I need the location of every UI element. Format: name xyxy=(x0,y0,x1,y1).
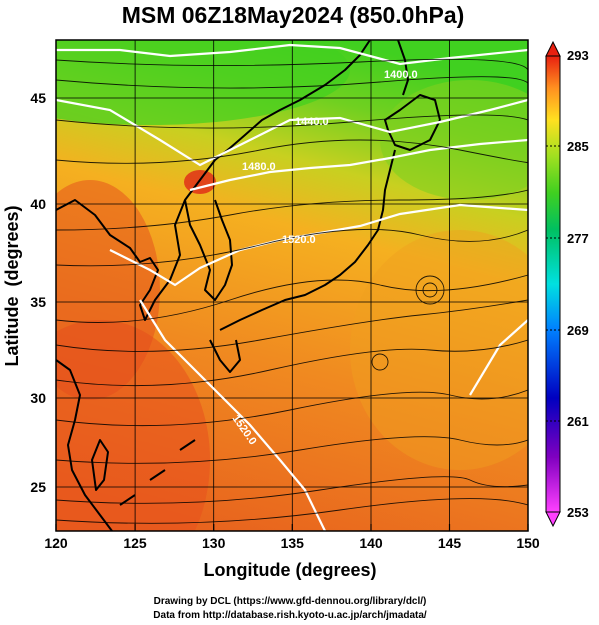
x-tick-label: 120 xyxy=(44,535,68,551)
coastline-taiwan xyxy=(91,439,109,491)
credit-data-source: Data from http://database.rish.kyoto-u.a… xyxy=(153,610,427,621)
coastline-japan-kyushu xyxy=(209,339,241,373)
lat-lon-grid xyxy=(56,40,528,531)
colorbar-label: 277 xyxy=(567,231,589,246)
x-tick-label: 130 xyxy=(202,535,226,551)
coastline-korea xyxy=(184,199,233,301)
x-axis xyxy=(55,524,529,531)
x-tick-label: 135 xyxy=(281,535,305,551)
streamline xyxy=(56,76,528,89)
vortex-east-of-japan xyxy=(415,275,445,305)
contour-label-1520: 1520.0 xyxy=(282,234,316,246)
colorbar-label: 269 xyxy=(567,323,589,338)
streamline xyxy=(56,436,528,464)
y-tick-label: 25 xyxy=(30,479,46,495)
y-tick-label: 30 xyxy=(30,390,46,406)
y-axis-label: Latitude (degrees) xyxy=(2,205,22,366)
contour-1480 xyxy=(189,138,528,192)
colorbar-label: 253 xyxy=(567,505,589,520)
coastline-japan-honshu xyxy=(219,149,396,331)
colorbar: 293 285 277 269 261 253 xyxy=(545,40,589,528)
contour-1520-b xyxy=(139,299,326,531)
x-tick-label: 140 xyxy=(359,535,383,551)
contour-1440 xyxy=(56,98,528,167)
streamline xyxy=(56,299,528,352)
streamline xyxy=(56,274,528,323)
x-tick-label: 145 xyxy=(438,535,462,551)
y-tick-label: 35 xyxy=(30,294,46,310)
green-region-north xyxy=(56,40,350,125)
colorbar-top-arrow xyxy=(545,40,561,57)
x-tick-label: 125 xyxy=(123,535,147,551)
streamline xyxy=(56,389,528,427)
vortex-south xyxy=(371,353,389,371)
streamline xyxy=(56,476,528,504)
warm-region-west xyxy=(56,180,160,400)
coastlines xyxy=(56,40,441,531)
map-title: MSM 06Z18May2024 (850.0hPa) xyxy=(122,2,465,28)
streamline xyxy=(56,58,528,71)
vortex-east-of-japan xyxy=(422,282,438,298)
warm-spot-korea xyxy=(184,170,216,194)
streamline xyxy=(56,139,528,164)
colorbar-label: 285 xyxy=(567,139,589,154)
contour-label-1400: 1400.0 xyxy=(384,69,418,81)
credit-drawing: Drawing by DCL (https://www.gfd-dennou.o… xyxy=(154,596,427,607)
mid-region-east xyxy=(350,230,528,470)
streamline xyxy=(56,114,528,129)
contour-label-1480: 1480.0 xyxy=(242,161,276,173)
coastline-china-south xyxy=(56,359,113,531)
contour-1400 xyxy=(56,43,528,66)
colorbar-gradient xyxy=(545,55,561,513)
map-plot-area: 1400.0 1440.0 1480.0 1520.0 1520.0 xyxy=(56,40,528,531)
coastline-hokkaido xyxy=(384,94,441,151)
streamline xyxy=(56,189,528,231)
x-axis-label: Longitude (degrees) xyxy=(203,560,376,580)
colorbar-bottom-arrow xyxy=(545,511,561,528)
y-tick-label: 45 xyxy=(30,90,46,106)
wind-streamlines xyxy=(56,58,528,524)
x-tick-label: 150 xyxy=(516,535,540,551)
streamline xyxy=(56,228,528,267)
streamline xyxy=(56,498,528,524)
contour-label-1440: 1440.0 xyxy=(295,116,329,128)
coastline-sakhalin xyxy=(397,40,409,96)
y-tick-label: 40 xyxy=(30,196,46,212)
coastline-asia-mainland xyxy=(56,40,371,321)
colorbar-label: 293 xyxy=(567,48,589,63)
colorbar-label: 261 xyxy=(567,414,589,429)
streamline xyxy=(56,339,528,387)
contour-1520-c xyxy=(469,319,528,396)
